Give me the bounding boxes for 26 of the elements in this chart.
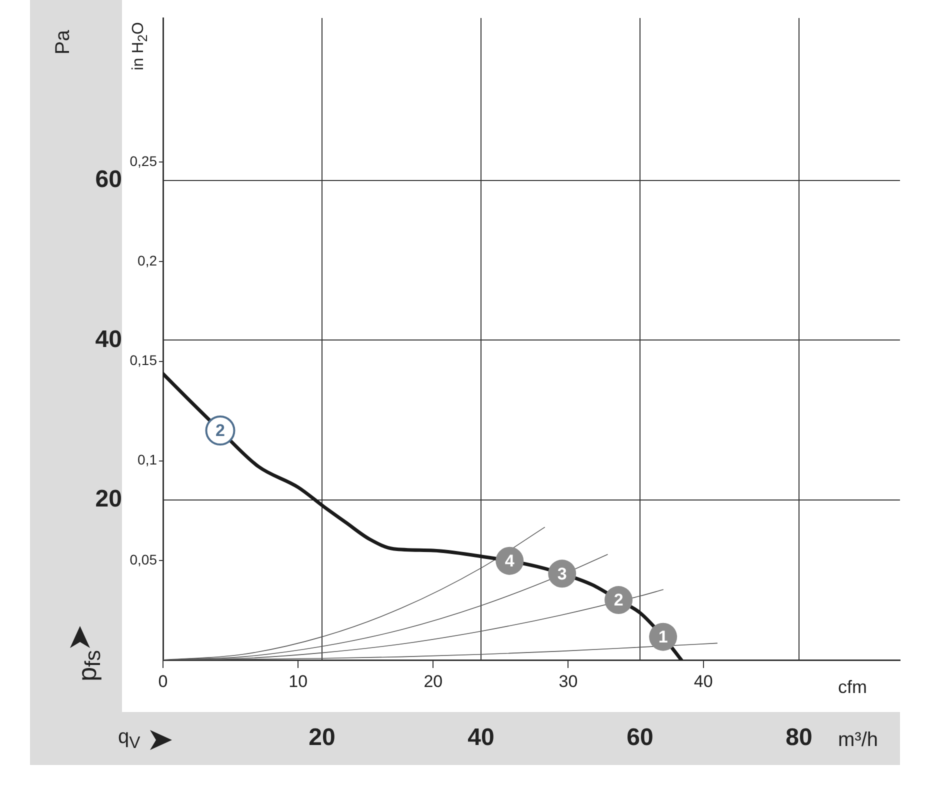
y2-tick-label: 0,25 — [130, 153, 158, 170]
y-tick-label: 20 — [95, 486, 122, 513]
x2-tick-label: 0 — [158, 672, 168, 691]
x-tick-label: 20 — [308, 724, 336, 752]
annotation: 1 — [658, 628, 668, 646]
x2-tick-label: 40 — [694, 672, 713, 691]
x-axis-title: q$_{V}$ — [118, 726, 140, 753]
y2-tick-label: 0,05 — [130, 551, 158, 568]
x2-tick-label: 10 — [288, 672, 308, 691]
y2-tick-label: 0,2 — [138, 252, 158, 269]
annotation: 2 — [614, 590, 624, 610]
annotation: 2 — [216, 421, 225, 440]
text: m³/h — [838, 729, 878, 752]
x2-tick-label: 30 — [558, 672, 578, 691]
y2-tick-label: 0,15 — [130, 352, 158, 368]
y-tick-label: 40 — [95, 326, 122, 353]
x-tick-label: 60 — [626, 724, 654, 752]
annotation: 3 — [557, 564, 567, 584]
text: Pa — [52, 30, 75, 54]
annotation: 4 — [504, 552, 515, 571]
x-tick-label: 40 — [468, 724, 494, 752]
y-tick-label: 60 — [95, 166, 122, 193]
x2-tick-label: 20 — [424, 672, 443, 691]
x-tick-label: 80 — [786, 724, 812, 752]
y2-tick-label: 0,1 — [138, 452, 158, 468]
x2-axis-title: cfm — [838, 677, 867, 698]
